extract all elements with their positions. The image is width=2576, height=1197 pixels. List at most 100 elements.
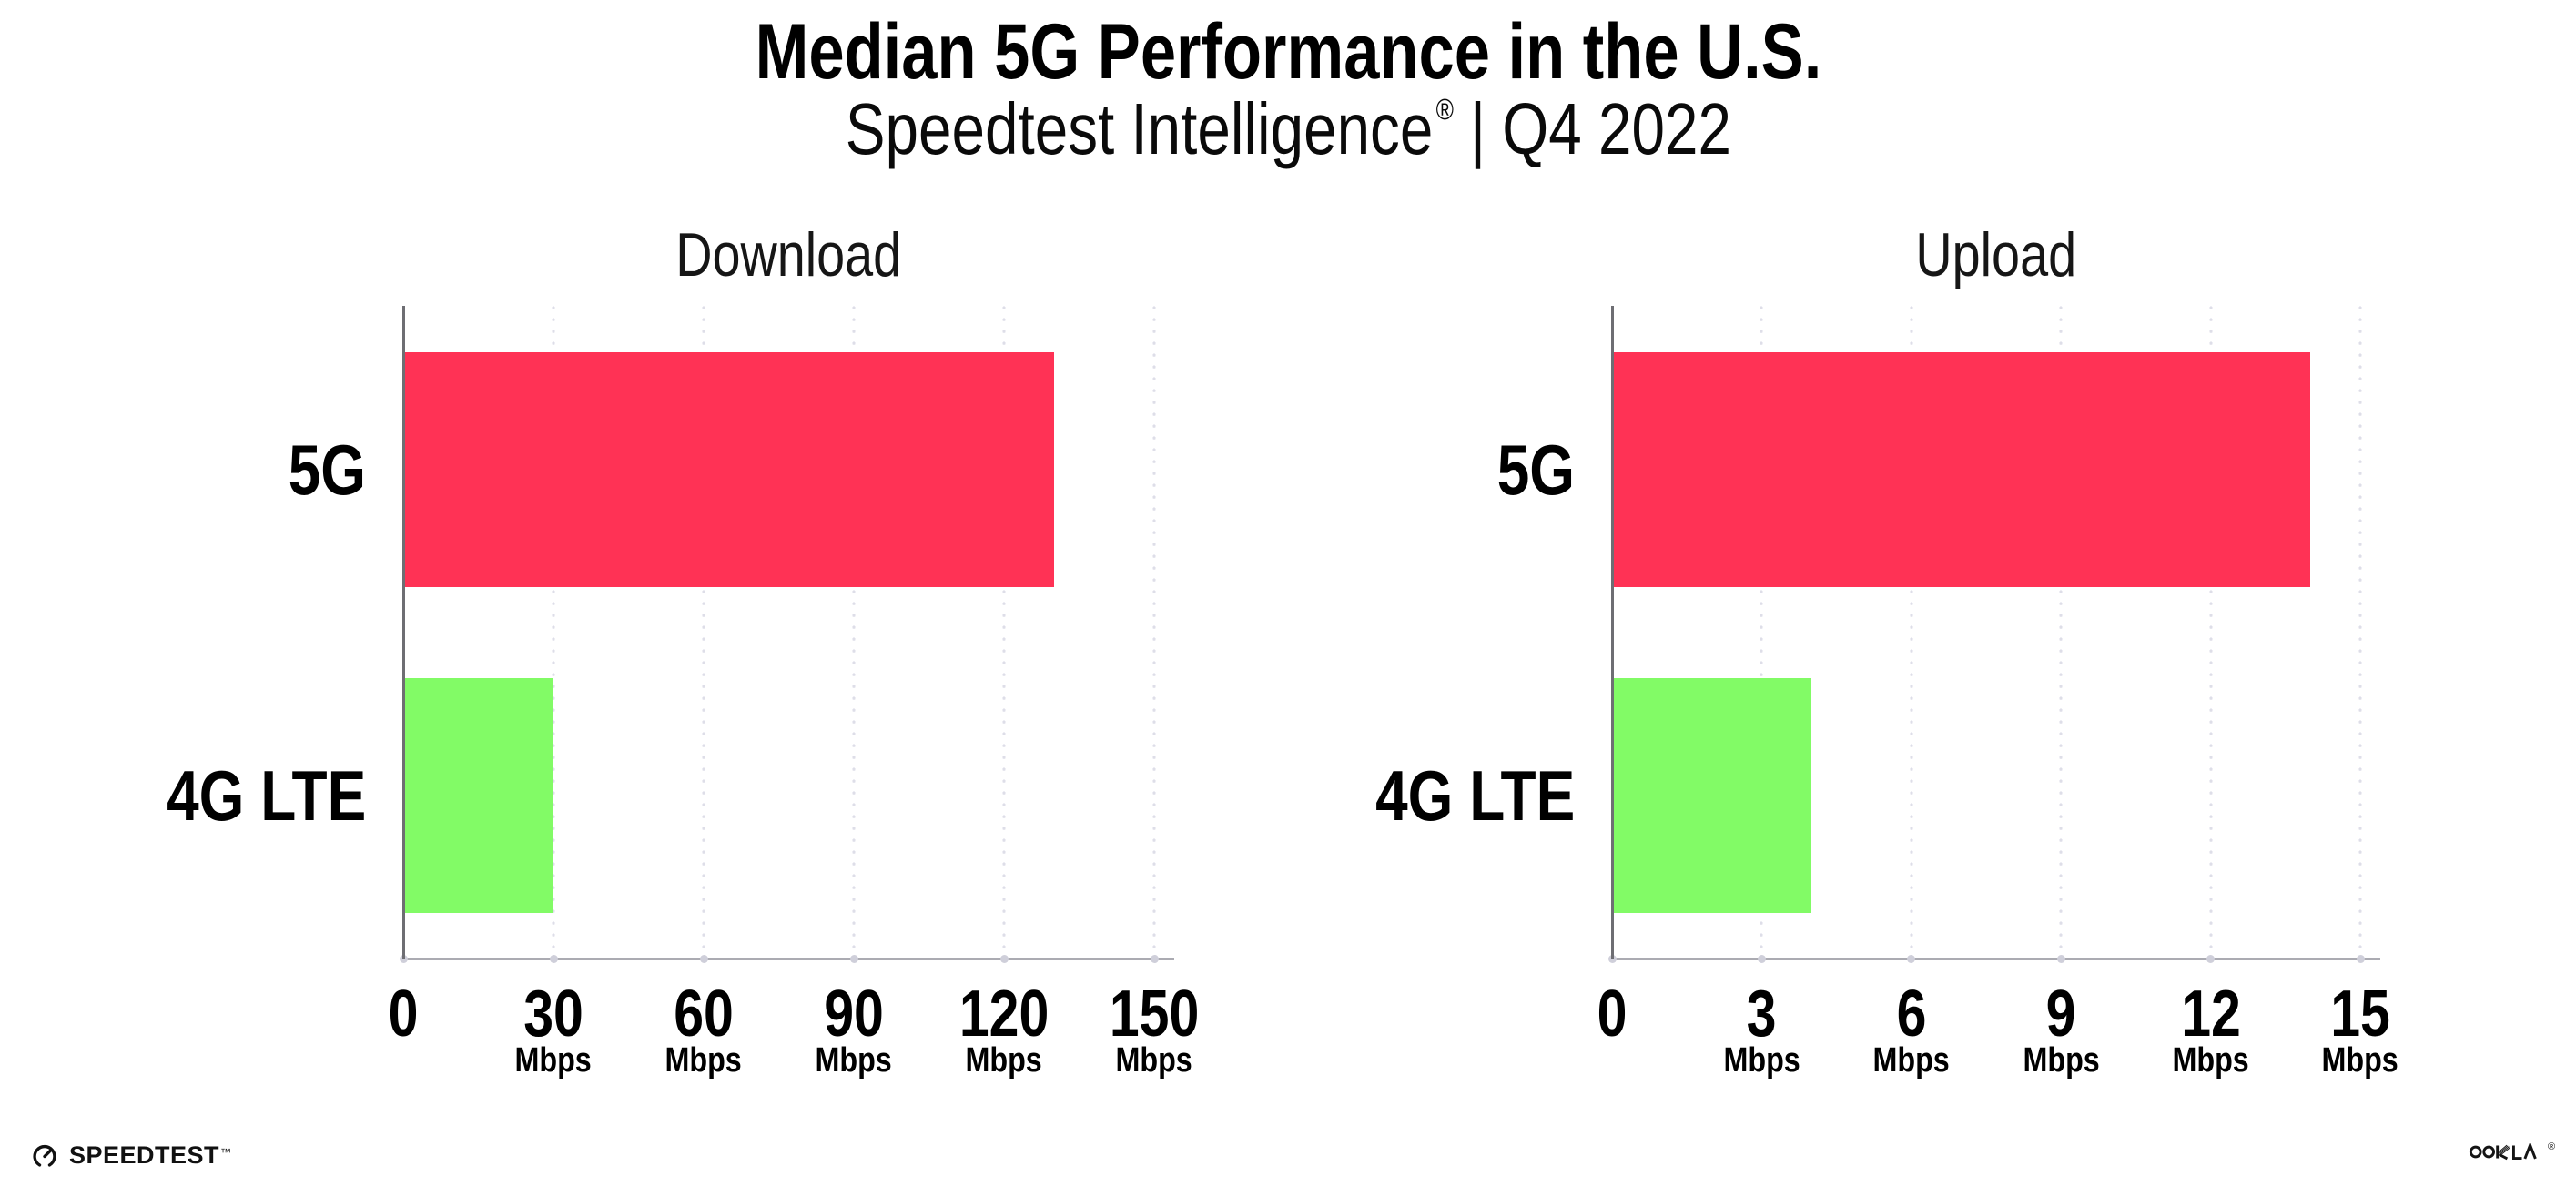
tick-label-upload-12: 12	[2102, 981, 2320, 1047]
axis-tick-dot-upload-0	[1607, 954, 1617, 963]
tick-label-download-30: 30	[444, 981, 663, 1047]
registered-mark: ®	[1435, 93, 1454, 126]
chart-title-text: Upload	[1915, 220, 2077, 289]
tick-unit-upload-3: Mbps	[1652, 1043, 1871, 1078]
category-label-5g-download: 5G	[55, 426, 366, 513]
tick-unit-download-150: Mbps	[1045, 1043, 1263, 1078]
y-axis-spine-upload	[1611, 306, 1614, 959]
tick-label-text: 120	[958, 978, 1050, 1050]
bar-5g-upload	[1612, 352, 2310, 587]
tick-unit-text: Mbps	[2172, 1041, 2249, 1080]
tick-label-upload-6: 6	[1802, 981, 2021, 1047]
tick-unit-download-120: Mbps	[895, 1043, 1113, 1078]
tick-label-text: 90	[824, 978, 884, 1050]
page-subtitle: Speedtest Intelligence ® | Q4 2022	[0, 91, 2576, 167]
axis-tick-dot-upload-12	[2206, 954, 2216, 963]
chart-title-text: Download	[675, 220, 902, 289]
tick-unit-download-90: Mbps	[745, 1043, 963, 1078]
category-label-text: 4G LTE	[1374, 756, 1575, 836]
trademark-mark: ™	[220, 1145, 232, 1159]
tick-unit-text: Mbps	[2321, 1041, 2399, 1080]
tick-unit-upload-9: Mbps	[1952, 1043, 2170, 1078]
gridline-download-90	[852, 306, 856, 959]
ookla-logo: ®	[2468, 1141, 2556, 1161]
tick-label-text: 0	[388, 978, 419, 1050]
subtitle-period: | Q4 2022	[1469, 88, 1731, 169]
axis-tick-dot-download-30	[549, 954, 558, 963]
gridline-upload-3	[1760, 306, 1764, 959]
tick-label-text: 0	[1597, 978, 1628, 1050]
tick-unit-download-30: Mbps	[444, 1043, 663, 1078]
tick-label-download-90: 90	[745, 981, 963, 1047]
axis-tick-dot-download-150	[1150, 954, 1159, 963]
tick-unit-upload-15: Mbps	[2251, 1043, 2470, 1078]
axis-tick-dot-upload-6	[1907, 954, 1916, 963]
tick-unit-text: Mbps	[2023, 1041, 2100, 1080]
axis-tick-dot-download-60	[699, 954, 708, 963]
category-label-4g-lte-upload: 4G LTE	[1263, 752, 1575, 839]
tick-label-download-0: 0	[294, 981, 512, 1047]
tick-unit-download-60: Mbps	[594, 1043, 813, 1078]
category-label-text: 5G	[1496, 430, 1575, 510]
tick-label-text: 30	[523, 978, 583, 1050]
tick-label-upload-0: 0	[1503, 981, 1721, 1047]
category-label-5g-upload: 5G	[1263, 426, 1575, 513]
speedtest-gauge-icon	[33, 1144, 56, 1167]
gridline-download-150	[1152, 306, 1156, 959]
tick-label-text: 9	[2045, 978, 2076, 1050]
axis-tick-dot-download-120	[999, 954, 1009, 963]
y-axis-spine-download	[402, 306, 405, 959]
speedtest-logo: SPEEDTEST™	[30, 1139, 231, 1172]
gridline-upload-15	[2358, 306, 2363, 959]
tick-label-text: 60	[674, 978, 734, 1050]
category-label-text: 4G LTE	[166, 756, 366, 836]
tick-unit-upload-6: Mbps	[1802, 1043, 2021, 1078]
speedtest-wordmark: SPEEDTEST	[69, 1141, 220, 1169]
tick-unit-text: Mbps	[1115, 1041, 1193, 1080]
gridline-upload-12	[2208, 306, 2213, 959]
chart-title-download: Download	[403, 224, 1174, 286]
tick-unit-text: Mbps	[965, 1041, 1043, 1080]
tick-label-text: 150	[1109, 978, 1200, 1050]
tick-unit-upload-12: Mbps	[2102, 1043, 2320, 1078]
gridline-download-60	[702, 306, 705, 959]
axis-tick-dot-download-0	[399, 954, 408, 963]
subtitle-brand: Speedtest Intelligence	[845, 88, 1433, 169]
x-axis-line-download	[403, 958, 1174, 960]
registered-mark: ®	[2548, 1141, 2556, 1152]
tick-label-download-150: 150	[1045, 981, 1263, 1047]
category-label-text: 5G	[288, 430, 366, 510]
tick-label-upload-3: 3	[1652, 981, 1871, 1047]
x-axis-line-upload	[1612, 958, 2380, 960]
tick-unit-text: Mbps	[815, 1041, 893, 1080]
tick-label-download-60: 60	[594, 981, 813, 1047]
category-label-4g-lte-download: 4G LTE	[55, 752, 366, 839]
gridline-download-120	[1002, 306, 1006, 959]
tick-unit-text: Mbps	[1872, 1041, 1950, 1080]
tick-label-text: 3	[1746, 978, 1777, 1050]
tick-label-text: 6	[1896, 978, 1927, 1050]
ookla-wordmark-icon	[2469, 1143, 2537, 1161]
gridline-upload-9	[2059, 306, 2064, 959]
chart-title-upload: Upload	[1612, 224, 2380, 286]
axis-tick-dot-download-90	[849, 954, 858, 963]
tick-label-text: 15	[2330, 978, 2390, 1050]
axis-tick-dot-upload-3	[1757, 954, 1766, 963]
axis-tick-dot-upload-9	[2056, 954, 2065, 963]
tick-label-text: 12	[2180, 978, 2241, 1050]
gridline-download-30	[552, 306, 555, 959]
axis-tick-dot-upload-15	[2356, 954, 2365, 963]
tick-label-upload-9: 9	[1952, 981, 2170, 1047]
bar-5g-download	[403, 352, 1054, 587]
page-title: Median 5G Performance in the U.S.	[755, 8, 1821, 96]
tick-label-download-120: 120	[895, 981, 1113, 1047]
gridline-upload-6	[1909, 306, 1913, 959]
bar-4g-lte-download	[403, 678, 553, 913]
tick-unit-text: Mbps	[664, 1041, 743, 1080]
tick-unit-text: Mbps	[514, 1041, 593, 1080]
tick-unit-text: Mbps	[1723, 1041, 1800, 1080]
tick-label-upload-15: 15	[2251, 981, 2470, 1047]
bar-4g-lte-upload	[1612, 678, 1811, 913]
